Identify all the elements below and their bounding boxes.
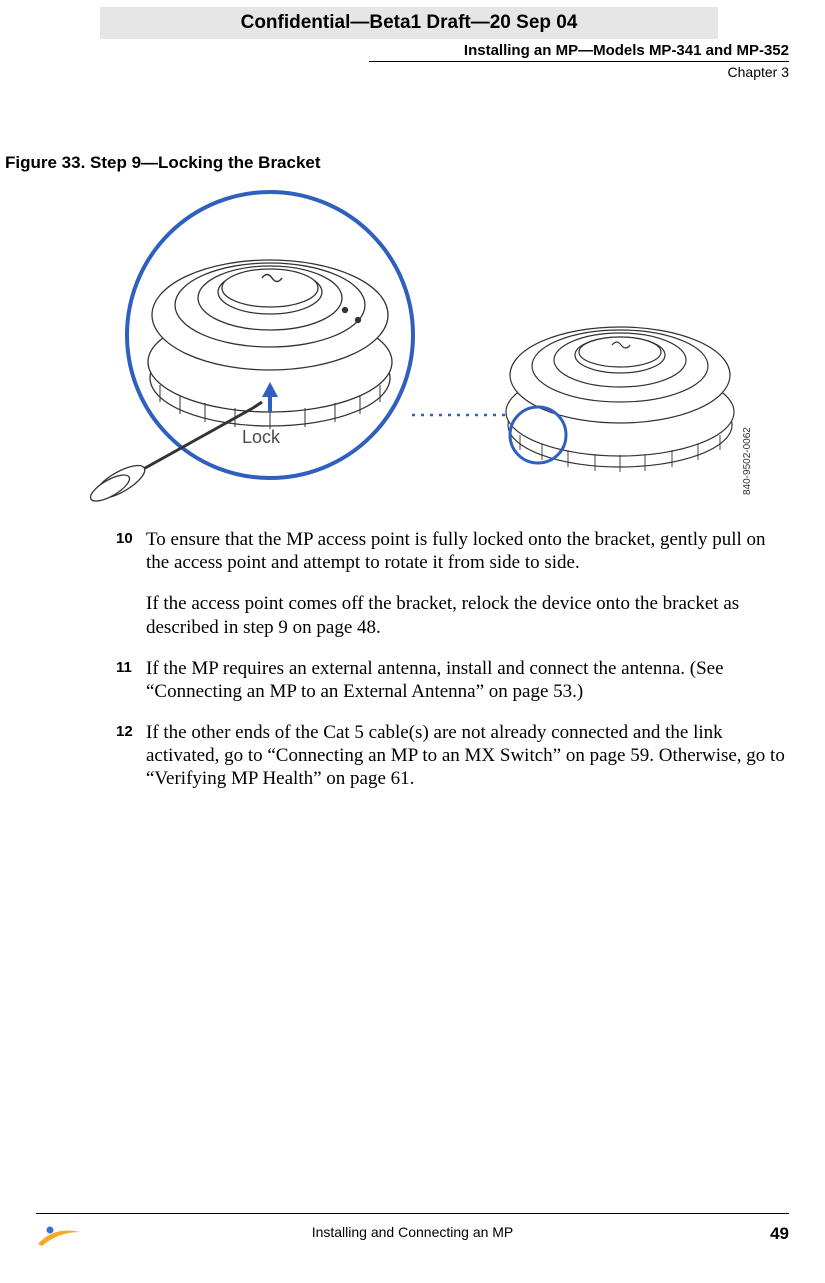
header-section-title: Installing an MP—Models MP-341 and MP-35…: [369, 42, 789, 59]
step-paragraph: If the MP requires an external antenna, …: [146, 657, 786, 703]
figure-part-number: 840-9502-0062: [742, 427, 753, 495]
step-body: To ensure that the MP access point is fu…: [146, 528, 786, 639]
step-11: 11 If the MP requires an external antenn…: [116, 657, 786, 703]
step-number: 10: [116, 528, 146, 639]
page-header: Installing an MP—Models MP-341 and MP-35…: [369, 42, 789, 80]
figure-caption: Figure 33. Step 9—Locking the Bracket: [5, 153, 321, 173]
page-number: 49: [770, 1224, 789, 1244]
figure-title: Step 9—Locking the Bracket: [90, 153, 321, 172]
header-chapter: Chapter 3: [369, 64, 789, 80]
step-paragraph: If the access point comes off the bracke…: [146, 592, 786, 638]
header-rule: [369, 61, 789, 62]
step-body: If the other ends of the Cat 5 cable(s) …: [146, 721, 786, 791]
step-body: If the MP requires an external antenna, …: [146, 657, 786, 703]
figure-number: Figure 33.: [5, 153, 90, 172]
step-paragraph: To ensure that the MP access point is fu…: [146, 528, 786, 574]
step-number: 11: [116, 657, 146, 703]
body-text: 10 To ensure that the MP access point is…: [116, 528, 786, 809]
page-footer: Installing and Connecting an MP 49: [36, 1213, 789, 1253]
step-10: 10 To ensure that the MP access point is…: [116, 528, 786, 639]
confidential-banner: Confidential—Beta1 Draft—20 Sep 04: [100, 7, 718, 39]
figure-illustration: [90, 190, 750, 510]
step-paragraph: If the other ends of the Cat 5 cable(s) …: [146, 721, 786, 791]
step-12: 12 If the other ends of the Cat 5 cable(…: [116, 721, 786, 791]
footer-text: Installing and Connecting an MP: [36, 1224, 789, 1240]
lock-label: Lock: [242, 427, 280, 448]
step-number: 12: [116, 721, 146, 791]
